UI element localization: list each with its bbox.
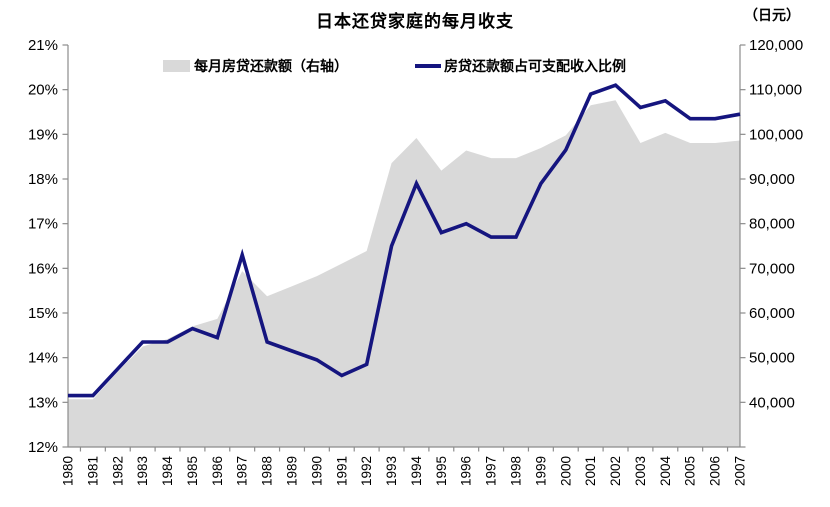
x-axis-year-label: 1989 (285, 456, 300, 486)
x-axis-year-label: 2007 (733, 456, 748, 486)
x-axis-year-label: 1996 (459, 456, 474, 486)
x-axis-year-label: 1995 (434, 456, 449, 486)
left-axis-tick-label: 19% (28, 126, 58, 143)
x-axis-year-label: 1983 (135, 456, 150, 486)
left-axis-tick-label: 17% (28, 216, 58, 233)
legend-line-label: 房贷还款额占可支配收入比例 (444, 58, 626, 74)
left-axis-tick-label: 18% (28, 171, 58, 188)
right-axis-tick-label: 70,000 (749, 260, 795, 277)
legend-item-area: 每月房贷还款额（右轴） (163, 55, 348, 77)
legend: 每月房贷还款额（右轴） 房贷还款额占可支配收入比例 (0, 55, 830, 77)
left-axis-tick-label: 16% (28, 260, 58, 277)
ratio-line-series (68, 83, 741, 398)
line-swatch-icon (415, 64, 441, 68)
right-axis-tick-label: 40,000 (749, 394, 795, 411)
right-axis-tick-label: 60,000 (749, 305, 795, 322)
x-axis-year-label: 2006 (708, 456, 723, 486)
right-axis-tick-label: 110,000 (749, 82, 802, 99)
x-axis-year-label: 1985 (185, 456, 200, 486)
x-axis-year-label: 1988 (260, 456, 275, 486)
legend-item-line: 房贷还款额占可支配收入比例 (415, 55, 626, 77)
x-axis-year-label: 1991 (334, 456, 349, 486)
left-axis-tick-label: 14% (28, 350, 58, 367)
left-axis-tick-label: 12% (28, 439, 58, 456)
x-axis-year-label: 2004 (658, 456, 673, 487)
x-axis-year-label: 2001 (583, 456, 598, 486)
right-axis-tick-label: 100,000 (749, 126, 803, 143)
right-axis-tick-label: 80,000 (749, 216, 795, 233)
legend-area-label: 每月房贷还款额（右轴） (194, 58, 348, 74)
x-axis-year-label: 1990 (309, 456, 324, 486)
left-axis-tick-label: 20% (28, 82, 58, 99)
x-axis-year-label: 1982 (110, 456, 125, 486)
x-axis-year-label: 1997 (484, 456, 499, 486)
right-axis-tick-label: 50,000 (749, 350, 795, 367)
area-swatch-icon (163, 60, 190, 72)
right-axis-unit-label: （日元） (744, 7, 800, 23)
x-axis-year-label: 1993 (384, 456, 399, 486)
left-axis-tick-label: 15% (28, 305, 58, 322)
x-axis-year-label: 1981 (85, 456, 100, 486)
left-axis-tick-label: 21% (28, 37, 58, 54)
right-axis-tick-label: 120,000 (749, 37, 803, 54)
x-axis-year-label: 1992 (359, 456, 374, 486)
x-axis-year-label: 2000 (558, 456, 573, 486)
x-axis-year-label: 1999 (533, 456, 548, 486)
right-axis-tick-label: 90,000 (749, 171, 795, 188)
chart-title: 日本还贷家庭的每月收支 (316, 12, 514, 31)
x-axis-year-label: 1998 (509, 456, 524, 486)
x-axis-year-label: 1987 (235, 456, 250, 486)
x-axis-year-label: 1984 (160, 456, 175, 487)
x-axis-year-label: 2003 (633, 456, 648, 486)
x-axis-year-label: 1986 (210, 456, 225, 486)
area-series (68, 100, 740, 448)
x-axis-year-label: 1994 (409, 456, 424, 487)
x-axis-year-label: 2005 (683, 456, 698, 486)
x-axis-year-label: 2002 (608, 456, 623, 486)
left-axis-tick-label: 13% (28, 394, 58, 411)
x-axis-year-label: 1980 (61, 456, 76, 486)
